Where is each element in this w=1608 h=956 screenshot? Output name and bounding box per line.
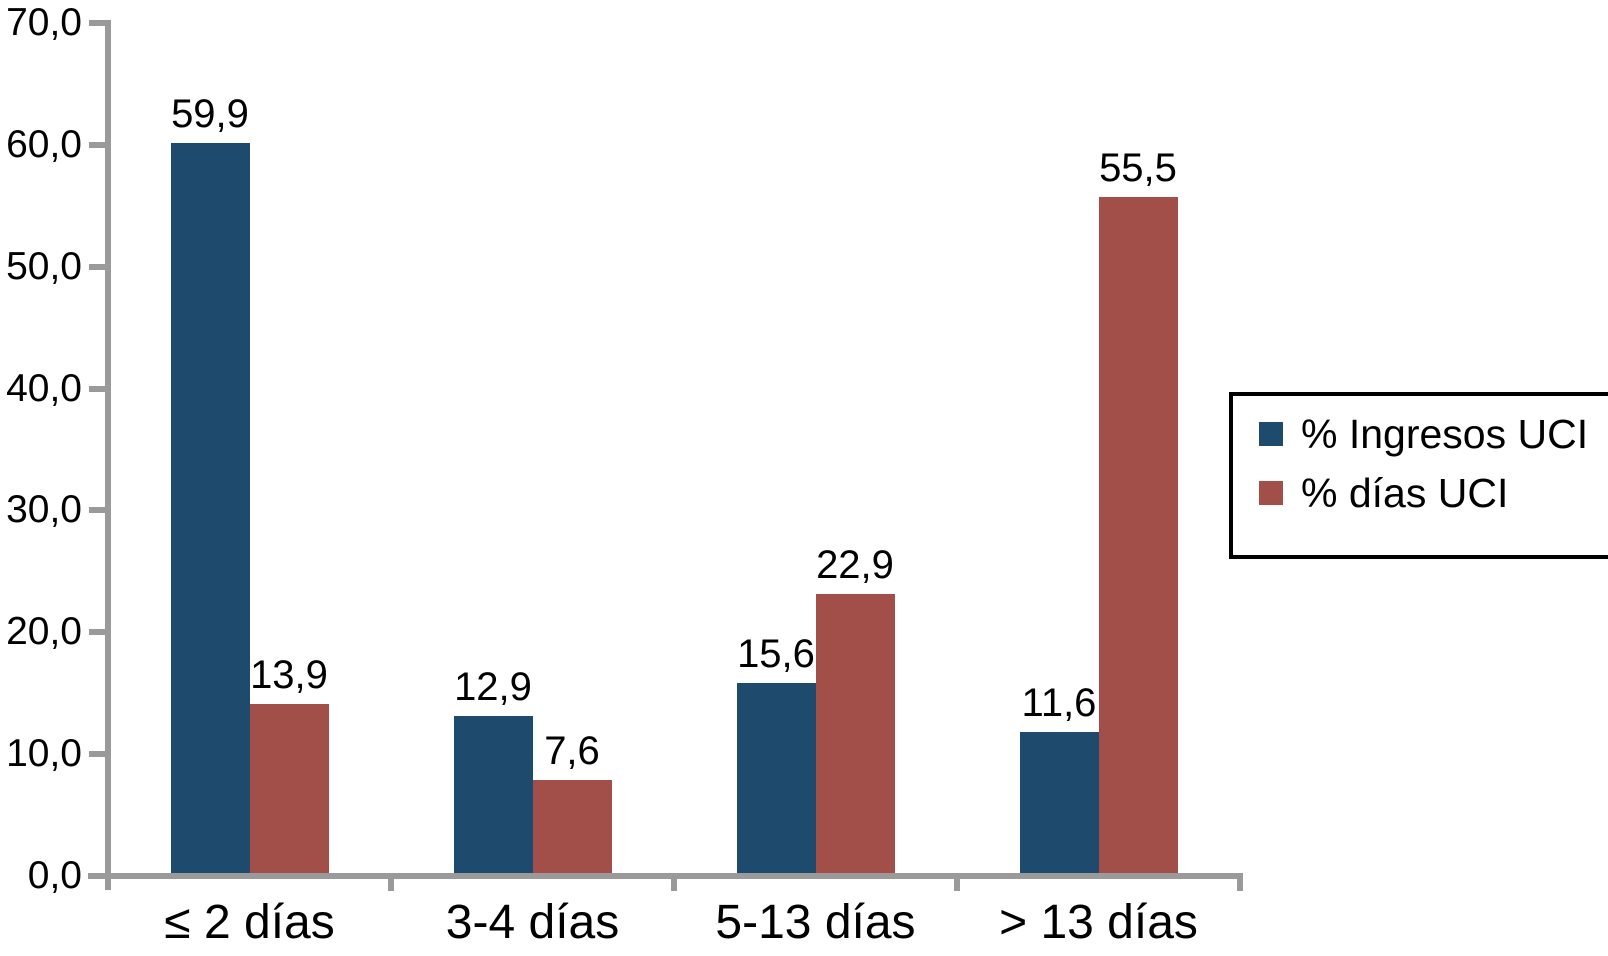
- x-axis-line: [88, 873, 1243, 879]
- legend-item-ingresos-uci: % Ingresos UCI: [1259, 410, 1590, 458]
- y-tick-mark: [89, 507, 105, 514]
- y-tick-mark: [89, 873, 105, 879]
- bar-value-label: 22,9: [816, 543, 894, 587]
- bar-cell: 59,9: [170, 92, 250, 873]
- y-tick-label: 40,0: [6, 366, 82, 410]
- x-tick-mark: [671, 873, 677, 891]
- bar-group: 12,9 7,6: [391, 20, 674, 873]
- x-axis-label: 3-4 días: [445, 896, 620, 949]
- x-axis-label: ≤ 2 días: [164, 896, 335, 949]
- bar-dias-uci: [1098, 197, 1178, 873]
- y-tick-mark: [89, 629, 105, 636]
- bar-value-label: 13,9: [250, 653, 328, 697]
- plot-area: 59,9 13,9 12,9 7,6 15,6 22,9 11,6 55,5: [108, 20, 1240, 873]
- y-tick-label: 50,0: [6, 244, 82, 288]
- bar-dias-uci: [815, 594, 895, 873]
- x-tick-mark: [954, 873, 960, 891]
- legend-label-ingresos-uci: % Ingresos UCI: [1301, 411, 1589, 457]
- bar-group: 15,6 22,9: [674, 20, 957, 873]
- bar-value-label: 59,9: [171, 92, 249, 136]
- bar-group: 11,6 55,5: [957, 20, 1240, 873]
- y-axis-line: [105, 20, 111, 890]
- y-tick-mark: [89, 751, 105, 758]
- y-tick-label: 20,0: [6, 610, 82, 654]
- bar-cell: 12,9: [453, 665, 533, 873]
- bar-ingresos-uci: [736, 683, 816, 873]
- y-tick-mark: [89, 20, 105, 26]
- y-tick-mark: [89, 385, 105, 392]
- legend-swatch-ingresos-uci-icon: [1259, 422, 1283, 446]
- y-tick-label: 10,0: [6, 732, 82, 776]
- x-axis-label: > 13 días: [999, 896, 1198, 949]
- y-tick-label: 70,0: [6, 1, 82, 44]
- y-tick-mark: [89, 141, 105, 148]
- bar-cell: 15,6: [736, 632, 816, 873]
- bar-value-label: 55,5: [1099, 146, 1177, 190]
- bar-value-label: 11,6: [1021, 681, 1097, 725]
- bar-value-label: 7,6: [544, 729, 600, 773]
- bar-value-label: 12,9: [454, 665, 532, 709]
- bar-ingresos-uci: [453, 716, 533, 873]
- bar-cell: 13,9: [249, 653, 329, 873]
- bar-cell: 11,6: [1019, 681, 1099, 873]
- bar-value-label: 15,6: [737, 632, 815, 676]
- y-tick-mark: [89, 263, 105, 270]
- y-tick-label: 0,0: [27, 854, 82, 897]
- x-tick-mark: [1237, 873, 1243, 891]
- bar-dias-uci: [532, 780, 612, 873]
- x-tick-mark: [388, 873, 394, 891]
- x-axis-labels: ≤ 2 días 3-4 días 5-13 días > 13 días: [108, 896, 1240, 950]
- bar-group: 59,9 13,9: [108, 20, 391, 873]
- y-tick-label: 60,0: [6, 122, 82, 166]
- bar-ingresos-uci: [170, 143, 250, 873]
- bar-dias-uci: [249, 704, 329, 873]
- bar-cell: 7,6: [532, 729, 612, 873]
- legend: % Ingresos UCI % días UCI: [1229, 392, 1608, 559]
- legend-item-dias-uci: % días UCI: [1259, 469, 1590, 517]
- legend-label-dias-uci: % días UCI: [1301, 470, 1509, 516]
- legend-swatch-dias-uci-icon: [1259, 481, 1283, 505]
- x-axis-label: 5-13 días: [715, 896, 916, 949]
- bar-ingresos-uci: [1019, 732, 1099, 873]
- bar-cell: 22,9: [815, 543, 895, 873]
- bar-cell: 55,5: [1098, 146, 1178, 873]
- y-tick-label: 30,0: [6, 488, 82, 532]
